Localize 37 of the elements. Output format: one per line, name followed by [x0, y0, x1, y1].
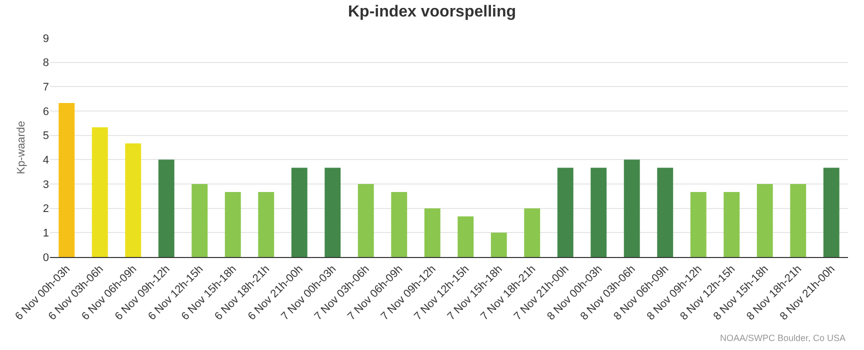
bar: [756, 184, 773, 257]
bar: [823, 168, 840, 257]
bar: [92, 127, 108, 257]
bar: [524, 208, 540, 257]
bar: [224, 192, 241, 257]
bar: [192, 184, 208, 257]
bar: [458, 216, 474, 257]
bar: [424, 208, 440, 257]
bar: [324, 168, 341, 257]
bar: [58, 102, 75, 257]
bar: [690, 192, 706, 257]
y-tick-label: 1: [42, 228, 49, 240]
bar: [358, 184, 374, 257]
y-tick-label: 2: [42, 203, 49, 216]
y-tick-label: 3: [42, 178, 49, 191]
y-tick-label: 6: [42, 106, 49, 118]
y-tick-label: 9: [42, 32, 49, 45]
chart-title: Kp-index voorspelling: [348, 3, 516, 20]
y-axis-title: Kp-waarde: [16, 120, 28, 174]
y-tick-label: 0: [42, 252, 49, 264]
bar: [125, 143, 142, 257]
text: NOAA/SWPC Boulder, Co USA: [720, 333, 846, 343]
bar: [391, 192, 408, 257]
bar: [624, 160, 640, 257]
y-tick-label: 7: [42, 82, 49, 94]
bar: [258, 192, 274, 257]
y-tick-label: 8: [42, 57, 49, 70]
bar: [557, 168, 574, 257]
y-tick-label: 4: [42, 154, 49, 167]
bar: [590, 168, 607, 257]
bar: [657, 168, 674, 257]
bar: [490, 232, 507, 257]
bar: [158, 160, 174, 257]
y-tick-label: 5: [42, 130, 49, 142]
bar: [724, 192, 740, 257]
bar: [790, 184, 806, 257]
bar: [291, 168, 308, 257]
